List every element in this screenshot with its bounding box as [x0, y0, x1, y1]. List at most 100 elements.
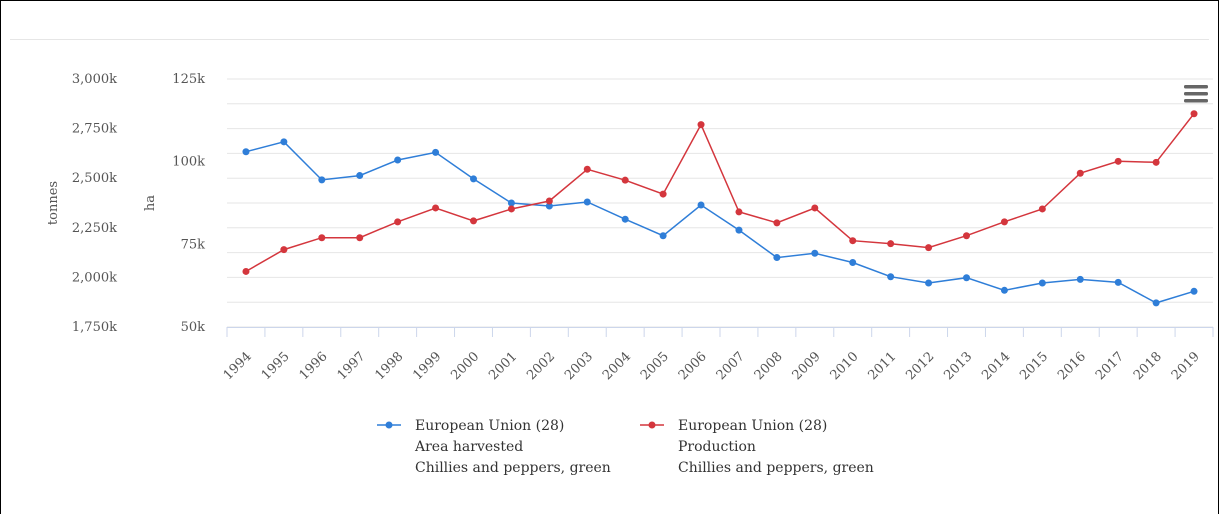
data-point[interactable]: [545, 197, 553, 205]
x-tick-label: 2016: [1055, 349, 1089, 383]
data-point[interactable]: [1076, 275, 1084, 283]
x-tick-label: 2002: [524, 349, 558, 383]
y-tick-label-tonnes: 2,750k: [72, 122, 117, 137]
data-point[interactable]: [583, 165, 591, 173]
data-point[interactable]: [242, 267, 250, 275]
legend-marker-icon: [385, 421, 393, 429]
data-point[interactable]: [1038, 279, 1046, 287]
hamburger-menu-icon[interactable]: [1184, 85, 1208, 103]
x-tick-label: 2019: [1169, 349, 1203, 383]
legend[interactable]: European Union (28) Area harvested Chillie…: [377, 418, 874, 476]
data-point[interactable]: [318, 234, 326, 242]
series-production: [242, 110, 1198, 275]
data-point[interactable]: [925, 279, 933, 287]
data-point[interactable]: [697, 201, 705, 209]
series-group: [242, 110, 1198, 307]
data-point[interactable]: [356, 172, 364, 180]
data-point[interactable]: [1152, 299, 1160, 307]
data-point[interactable]: [1114, 157, 1122, 165]
data-point[interactable]: [1152, 158, 1160, 166]
data-point[interactable]: [470, 217, 477, 225]
data-point[interactable]: [697, 121, 705, 129]
x-tick-label: 2014: [979, 349, 1013, 383]
x-tick-label: 1999: [410, 349, 444, 383]
y-tick-label-ha: 100k: [172, 155, 205, 170]
y-axis-title-ha: ha: [143, 195, 158, 211]
x-tick-label: 1998: [372, 349, 406, 383]
x-tick-label: 2006: [676, 349, 710, 383]
data-point[interactable]: [621, 215, 629, 223]
legend-label: European Union (28): [678, 418, 827, 434]
series-area-harvested: [242, 138, 1198, 307]
data-point[interactable]: [280, 246, 288, 254]
x-tick-label: 1997: [335, 349, 369, 383]
x-tick-label: 2004: [600, 349, 634, 383]
data-point[interactable]: [659, 232, 667, 240]
data-point[interactable]: [545, 202, 553, 210]
x-tick-label: 2010: [828, 349, 862, 383]
data-point[interactable]: [659, 190, 667, 198]
y-tick-label-tonnes: 1,750k: [72, 320, 117, 335]
data-point[interactable]: [1190, 287, 1198, 295]
x-tick-label: 2001: [486, 349, 520, 383]
data-point[interactable]: [242, 148, 250, 156]
data-point[interactable]: [1038, 205, 1046, 213]
legend-label: Production: [678, 439, 756, 455]
x-tick-label: 2003: [562, 349, 596, 383]
grid-lines: [227, 78, 1213, 328]
y-tick-label-tonnes: 2,500k: [72, 171, 117, 186]
data-point[interactable]: [318, 176, 326, 184]
data-point[interactable]: [394, 218, 402, 226]
data-point[interactable]: [887, 273, 895, 281]
series-line: [245, 113, 1195, 273]
data-point[interactable]: [356, 234, 364, 242]
data-point[interactable]: [1114, 278, 1122, 286]
data-point[interactable]: [849, 259, 857, 267]
series-line: [245, 140, 1195, 304]
data-point[interactable]: [925, 244, 933, 252]
data-point[interactable]: [432, 148, 440, 156]
data-point[interactable]: [1190, 110, 1198, 118]
data-point[interactable]: [963, 232, 970, 240]
x-tick-label: 2013: [941, 349, 975, 383]
data-point[interactable]: [1000, 286, 1008, 294]
legend-marker-icon: [648, 421, 656, 429]
x-tick-label: 1995: [259, 349, 293, 383]
data-point[interactable]: [583, 198, 591, 206]
legend-item-production[interactable]: European Union (28) Production Chillies an…: [640, 418, 874, 476]
x-tick-label: 2015: [1017, 349, 1051, 383]
data-point[interactable]: [811, 249, 819, 257]
data-point[interactable]: [507, 205, 515, 213]
data-point[interactable]: [1076, 169, 1084, 177]
data-point[interactable]: [773, 254, 781, 262]
data-point[interactable]: [470, 175, 477, 183]
x-tick-label: 2009: [790, 349, 824, 383]
data-point[interactable]: [507, 199, 515, 207]
data-point[interactable]: [735, 208, 743, 216]
data-point[interactable]: [773, 219, 781, 227]
data-point[interactable]: [849, 237, 857, 245]
data-point[interactable]: [394, 156, 402, 164]
legend-label: Area harvested: [414, 439, 523, 455]
data-point[interactable]: [280, 138, 288, 146]
data-point[interactable]: [1000, 218, 1008, 226]
legend-label: Chillies and peppers, green: [415, 460, 611, 476]
y-tick-label-tonnes: 3,000k: [72, 72, 117, 87]
x-tick-label: 2005: [638, 349, 672, 383]
data-point[interactable]: [811, 204, 819, 212]
y-axis-ha: 125k 100k 75k 50k ha: [143, 72, 205, 335]
legend-label: Chillies and peppers, green: [678, 460, 874, 476]
data-point[interactable]: [735, 226, 743, 234]
y-tick-label-ha: 75k: [181, 237, 206, 252]
data-point[interactable]: [963, 274, 970, 282]
data-point[interactable]: [621, 176, 629, 184]
x-tick-label: 2017: [1093, 349, 1127, 383]
data-point[interactable]: [887, 240, 895, 248]
x-tick-label: 2000: [448, 349, 482, 383]
y-tick-label-ha: 125k: [172, 72, 205, 87]
x-axis: 1994 1995 1996 1997 1998 1999 2000 2001 2002 2003…: [221, 327, 1214, 383]
x-tick-label: 2007: [714, 349, 748, 383]
legend-item-area-harvested[interactable]: European Union (28) Area harvested Chillie…: [377, 418, 611, 476]
data-point[interactable]: [432, 204, 440, 212]
